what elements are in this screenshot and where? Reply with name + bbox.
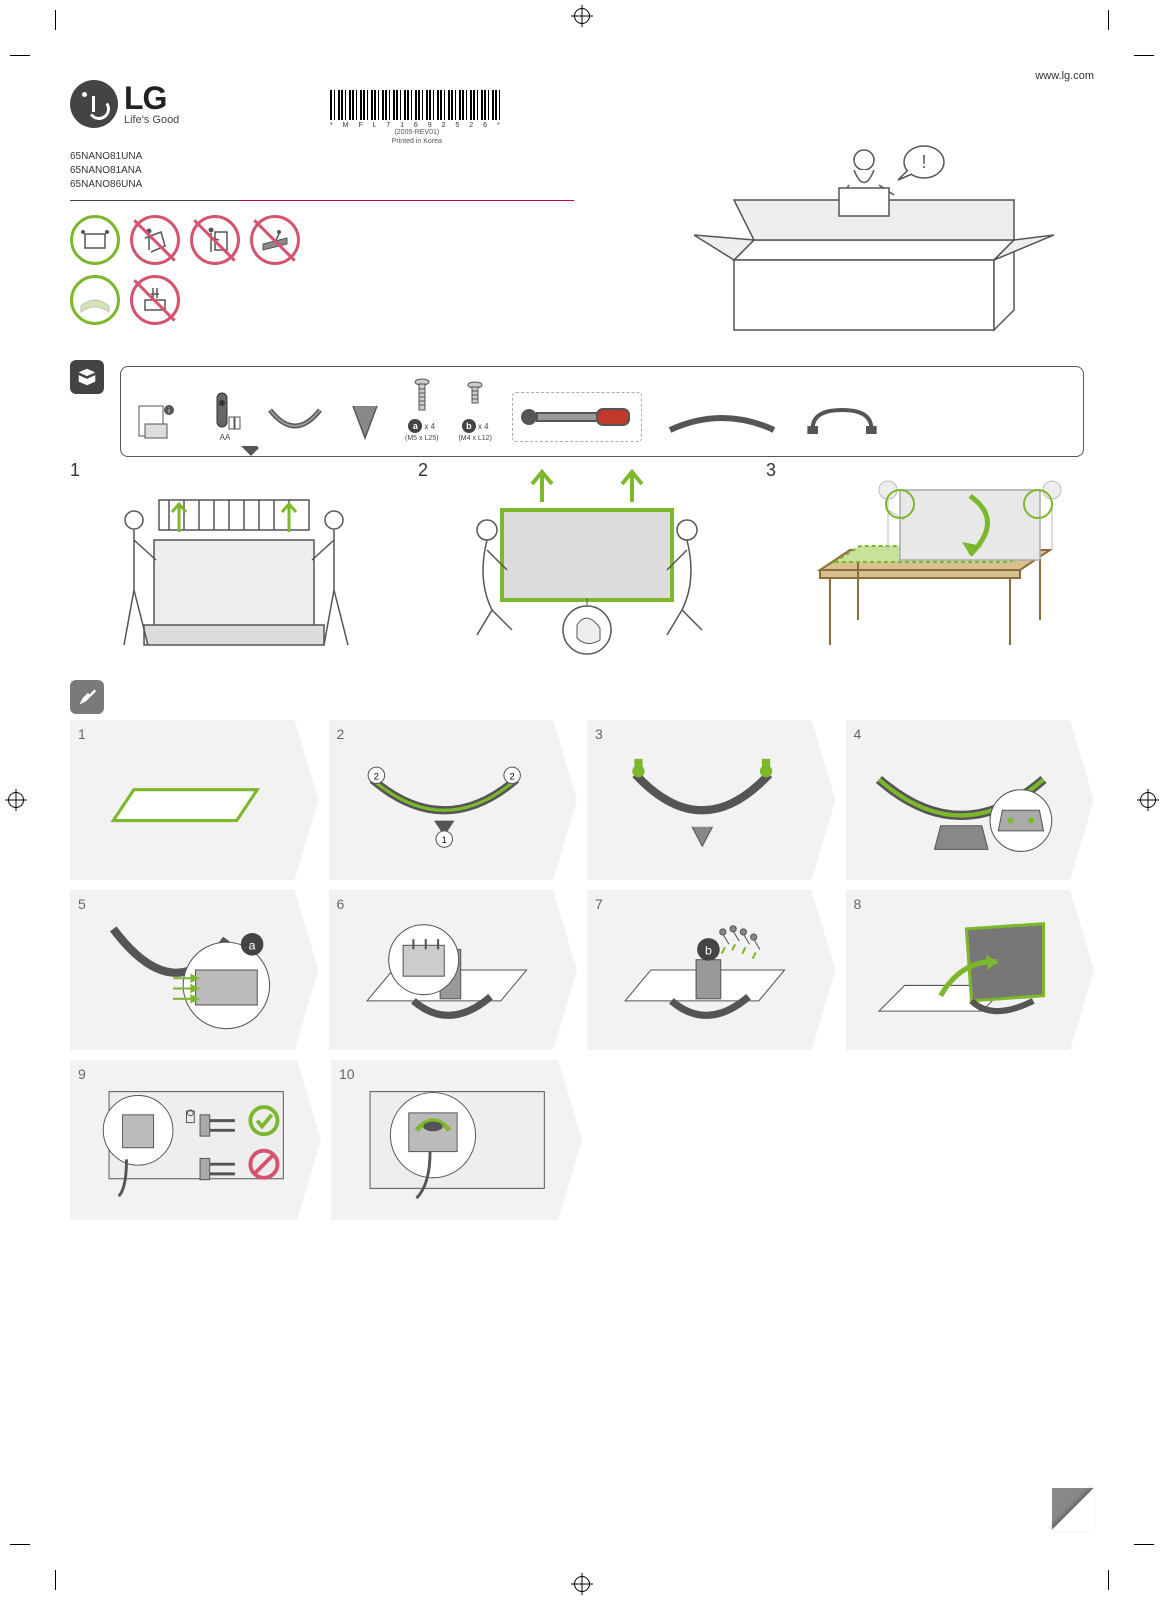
assembly-step-2: 2 1 2 2 (329, 720, 578, 880)
assembly-step-6: 6 (329, 890, 578, 1050)
step-number: 2 (418, 460, 428, 481)
barcode-block: * M F L 7 1 6 9 2 5 2 6 * (2005-REV01) P… (330, 90, 504, 145)
touch-screen-no-icon (190, 215, 240, 265)
press-panel-no-icon (130, 275, 180, 325)
part-cable-tie-icon (662, 402, 782, 442)
crop-mark (1134, 55, 1154, 56)
battery-label: AA (220, 433, 231, 442)
divider-line (70, 200, 574, 201)
svg-text:2: 2 (373, 771, 378, 781)
step-number: 7 (595, 896, 603, 912)
registration-mark (1140, 792, 1156, 808)
brand-tagline: Life's Good (124, 114, 179, 126)
assembly-step-1: 1 (70, 720, 319, 880)
model-number: 65NANO86UNA (70, 178, 142, 192)
part-remote-icon: AA (205, 391, 245, 442)
registration-mark (574, 8, 590, 24)
screw-a-qty: x 4 (424, 422, 435, 431)
crop-mark (55, 10, 56, 30)
page-content: www.lg.com LG Life's Good * M F L 7 1 6 … (70, 70, 1094, 1530)
step-number: 6 (337, 896, 345, 912)
box-contents-icon (70, 360, 104, 394)
crop-mark (1134, 1544, 1154, 1545)
assembly-grid-row3: 9 10 (70, 1060, 582, 1220)
part-manuals-icon: i (135, 402, 185, 442)
step-number: 1 (78, 726, 86, 742)
registration-mark (8, 792, 24, 808)
step-number: 4 (854, 726, 862, 742)
two-person-carry-ok-icon (70, 215, 120, 265)
assembly-step-8: 8 (846, 890, 1095, 1050)
registration-mark (574, 1576, 590, 1592)
unpack-step-3: 3 (766, 460, 1094, 660)
assembly-step-5: 5 a (70, 890, 319, 1050)
crop-mark (55, 1570, 56, 1590)
soft-surface-ok-icon (70, 275, 120, 325)
assembly-section-icon (70, 680, 104, 714)
step-number: 2 (337, 726, 345, 742)
lg-face-icon (70, 80, 118, 128)
handling-warnings-row1 (70, 215, 304, 265)
screw-a-spec: (M5 x L25) (405, 435, 438, 442)
part-stand-leg-icon (265, 402, 325, 442)
assembly-step-9: 9 (70, 1060, 321, 1220)
assembly-step-3: 3 (587, 720, 836, 880)
screw-b-spec: (M4 x L12) (458, 435, 491, 442)
screw-b-badge: b (462, 419, 476, 433)
model-number: 65NANO81ANA (70, 164, 142, 178)
assembly-step-4: 4 (846, 720, 1095, 880)
crop-mark (10, 55, 30, 56)
step-number: 3 (766, 460, 776, 481)
crop-mark (1108, 10, 1109, 30)
printed-in: Printed in Korea (330, 138, 504, 145)
lay-panel-no-icon (250, 215, 300, 265)
part-stand-neck-icon (345, 402, 385, 442)
unpack-step-2: 2 (418, 460, 746, 660)
single-carry-no-icon (130, 215, 180, 265)
assembly-grid: 1 2 1 2 2 3 4 (70, 720, 1094, 1050)
svg-text:!: ! (921, 152, 926, 172)
part-screw-b: bx 4 (M4 x L12) (458, 377, 491, 442)
step-number: 3 (595, 726, 603, 742)
unpack-step-1: 1 (70, 460, 398, 660)
step-number: 8 (854, 896, 862, 912)
model-list: 65NANO81UNA 65NANO81ANA 65NANO86UNA (70, 150, 142, 192)
part-power-cable-icon (802, 402, 882, 442)
svg-text:a: a (249, 938, 256, 952)
url-label: www.lg.com (1035, 70, 1094, 82)
model-number: 65NANO81UNA (70, 150, 142, 164)
svg-text:2: 2 (509, 771, 514, 781)
brand-logo: LG Life's Good (70, 80, 179, 128)
part-screwdriver-icon (512, 392, 642, 442)
read-manual-figure: ! (694, 140, 1054, 340)
step-number: 10 (339, 1066, 355, 1082)
step-number: 1 (70, 460, 80, 481)
page-curl-icon (1052, 1488, 1094, 1530)
parts-list: i AA ax 4 (M5 x L25) bx 4 (M4 x L12) (120, 366, 1084, 457)
svg-text:b: b (705, 944, 712, 958)
part-screw-a: ax 4 (M5 x L25) (405, 377, 438, 442)
handling-warnings-row2 (70, 275, 184, 325)
crop-mark (10, 1544, 30, 1545)
step-number: 5 (78, 896, 86, 912)
screw-b-qty: x 4 (478, 422, 489, 431)
barcode-number: * M F L 7 1 6 9 2 5 2 6 * (330, 122, 504, 129)
crop-mark (1108, 1570, 1109, 1590)
step-number: 9 (78, 1066, 86, 1082)
brand-name: LG (124, 82, 179, 114)
screw-a-badge: a (408, 419, 422, 433)
assembly-step-7: 7 b (587, 890, 836, 1050)
barcode-revision: (2005-REV01) (330, 129, 504, 136)
assembly-step-10: 10 (331, 1060, 582, 1220)
svg-text:1: 1 (441, 835, 446, 845)
unpack-steps: 1 2 (70, 460, 1094, 660)
barcode-icon (330, 90, 500, 120)
